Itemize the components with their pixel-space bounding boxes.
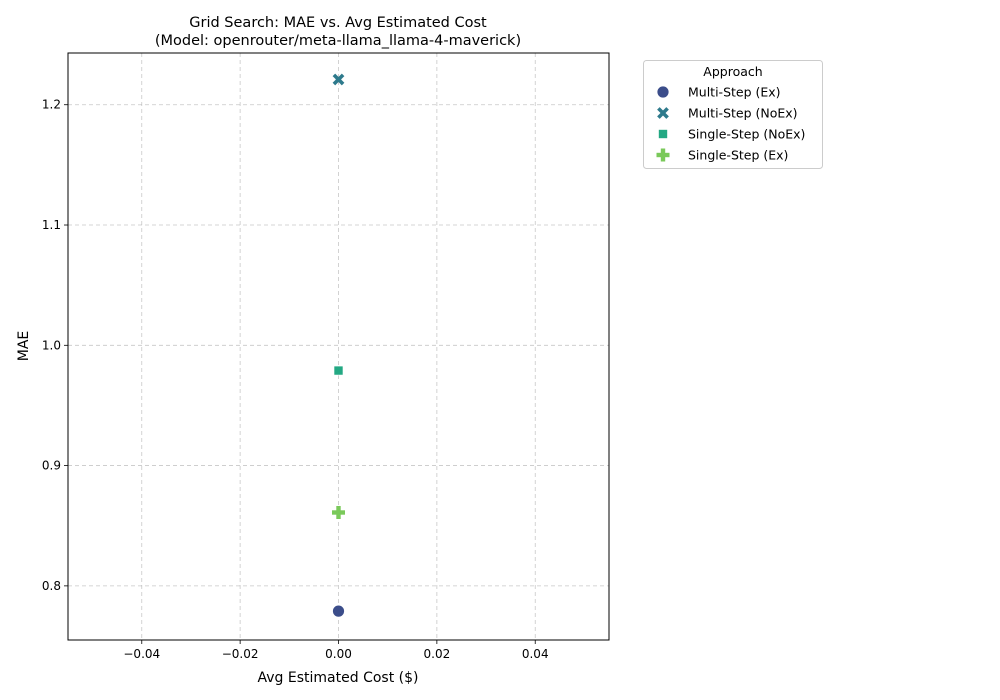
x-tick-label: 0.04: [522, 647, 549, 661]
grid-lines: [68, 53, 609, 640]
x-axis-label: Avg Estimated Cost ($): [258, 670, 419, 686]
data-points: [332, 73, 345, 618]
y-axis-label: MAE: [16, 331, 32, 362]
y-tick-label: 0.8: [42, 579, 61, 593]
legend-frame: [643, 60, 823, 169]
legend-items: Multi-Step (Ex) Multi-Step (NoEx) Single-S…: [656, 85, 805, 163]
x-tick-label: 0.00: [325, 647, 352, 661]
x-tick-label: −0.04: [123, 647, 160, 661]
x-tick-label: 0.02: [424, 647, 451, 661]
y-tick-label: 0.9: [42, 459, 61, 473]
legend-marker-4: [656, 148, 670, 162]
data-point-series-3: [333, 365, 344, 376]
legend-title: Approach: [703, 64, 762, 79]
legend-entry-label: Multi-Step (NoEx): [688, 106, 798, 121]
chart-title-line1: Grid Search: MAE vs. Avg Estimated Cost: [189, 15, 487, 31]
legend-entry-label: Single-Step (Ex): [688, 148, 788, 163]
y-tick-label: 1.2: [42, 98, 61, 112]
legend-marker-2: [657, 107, 669, 119]
x-tick-label: −0.02: [222, 647, 259, 661]
y-tick-label: 1.1: [42, 218, 61, 232]
data-point-series-4: [332, 505, 345, 519]
legend-marker-1: [656, 85, 670, 99]
legend-entry-label: Single-Step (NoEx): [688, 127, 805, 142]
legend-marker-3: [658, 129, 668, 139]
data-point-series-1: [332, 604, 345, 618]
axes: [64, 52, 610, 644]
legend: Approach Multi-Step (Ex) Multi-Step (NoEx…: [643, 60, 823, 169]
legend-entry-label: Multi-Step (Ex): [688, 85, 781, 100]
tick-labels: −0.04 −0.02 0.00 0.02 0.04 0.8 0.9 1.0 1.1 1.2: [42, 98, 549, 661]
data-point-series-2: [332, 73, 345, 86]
y-tick-label: 1.0: [42, 338, 61, 352]
chart-title-line2: (Model: openrouter/meta-llama_llama-4-ma…: [155, 33, 521, 49]
